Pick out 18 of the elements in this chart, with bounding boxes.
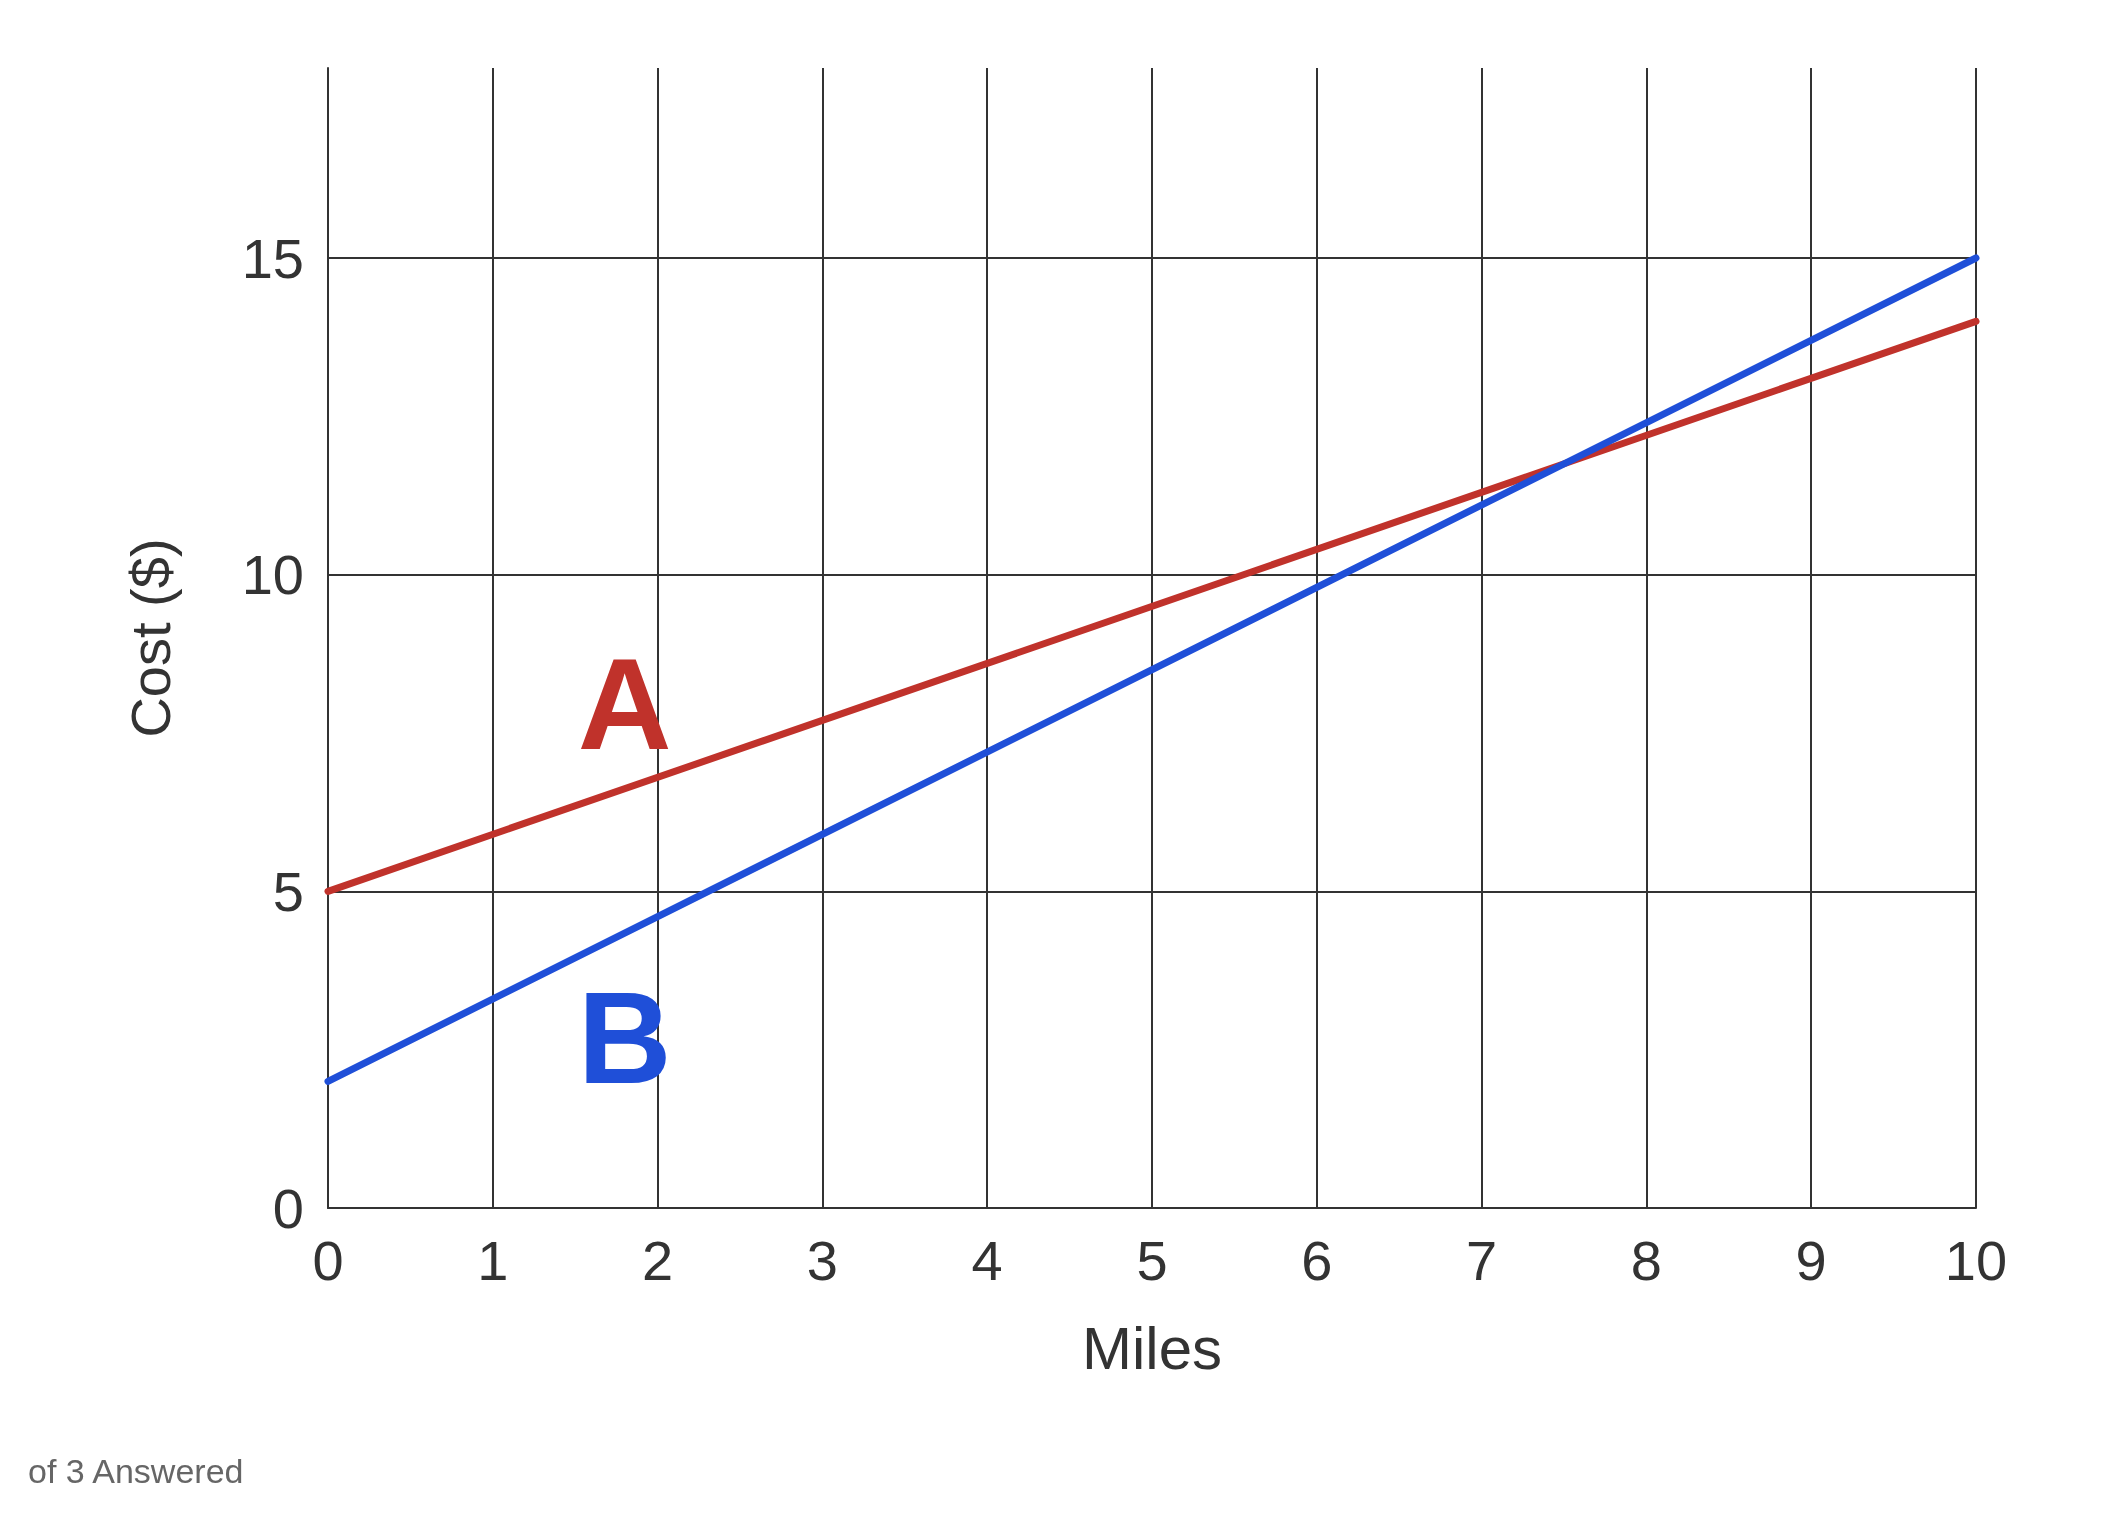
x-tick-label: 4 bbox=[971, 1228, 1003, 1292]
y-tick-label: 5 bbox=[272, 859, 304, 923]
y-tick-label: 15 bbox=[241, 226, 304, 290]
x-tick-label: 0 bbox=[312, 1228, 344, 1292]
x-tick-label: 3 bbox=[806, 1228, 838, 1292]
x-tick-label: 2 bbox=[642, 1228, 674, 1292]
x-tick-label: 6 bbox=[1301, 1228, 1333, 1292]
x-tick-label: 8 bbox=[1630, 1228, 1662, 1292]
x-tick-label: 5 bbox=[1136, 1228, 1168, 1292]
x-tick-label: 9 bbox=[1795, 1228, 1827, 1292]
x-tick-label: 10 bbox=[1944, 1228, 2008, 1292]
y-tick-label: 0 bbox=[272, 1176, 304, 1240]
x-tick-label: 1 bbox=[477, 1228, 509, 1292]
text: of 3 Answered bbox=[28, 1452, 244, 1490]
y-axis-title: Cost ($) bbox=[118, 538, 182, 738]
x-tick-label: 7 bbox=[1466, 1228, 1498, 1292]
x-axis-title: Miles bbox=[1081, 1314, 1223, 1382]
y-tick-label: 10 bbox=[241, 543, 304, 607]
